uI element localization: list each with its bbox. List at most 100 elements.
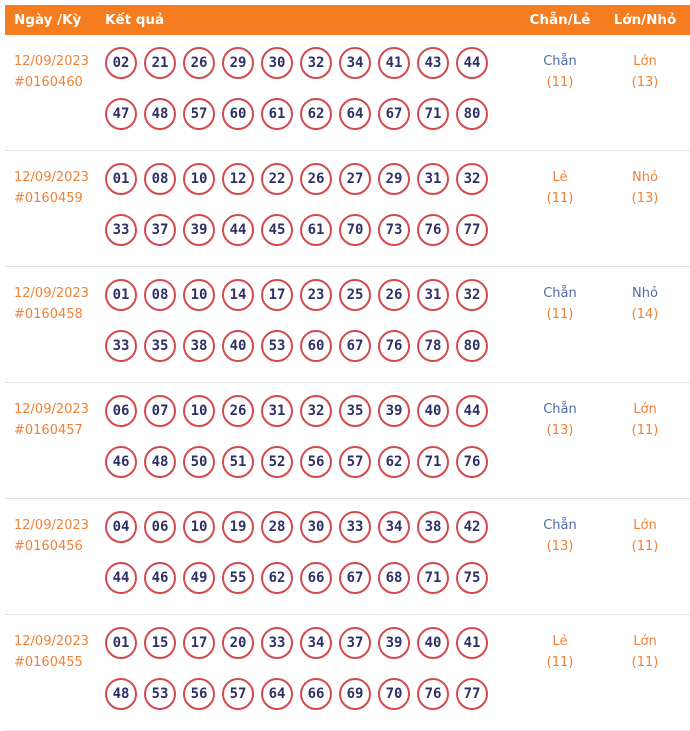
- number-ball: 26: [378, 279, 410, 311]
- number-ball: 57: [222, 678, 254, 710]
- lon-nho-count: (11): [631, 539, 659, 554]
- chan-le-count: (11): [546, 655, 574, 670]
- lon-nho-count: (11): [631, 423, 659, 438]
- header-col-result: Kết quả: [105, 12, 165, 28]
- number-ball: 30: [300, 511, 332, 543]
- number-ball: 76: [417, 214, 449, 246]
- number-ball: 41: [456, 627, 488, 659]
- number-ball: 46: [105, 446, 137, 478]
- number-ball: 27: [339, 163, 371, 195]
- number-ball: 26: [222, 395, 254, 427]
- number-ball: 66: [300, 562, 332, 594]
- number-ball: 69: [339, 678, 371, 710]
- number-ball: 26: [183, 47, 215, 79]
- lon-nho-label: Lớn: [633, 634, 657, 649]
- chan-le-label: Chẵn: [543, 54, 577, 69]
- number-ball: 44: [456, 47, 488, 79]
- number-ball: 80: [456, 98, 488, 130]
- numbers-line-2: 33 35 38 40 53 60 67 76 78 80: [105, 330, 520, 362]
- lon-nho-count: (13): [631, 191, 659, 206]
- number-ball: 38: [183, 330, 215, 362]
- number-ball: 70: [378, 678, 410, 710]
- number-ball: 55: [222, 562, 254, 594]
- numbers-line-1: 01 08 10 14 17 23 25 26 31 32: [105, 279, 520, 311]
- number-ball: 17: [183, 627, 215, 659]
- row-draw-id: #0160458: [14, 307, 83, 322]
- numbers-cell: 06 07 10 26 31 32 35 39 40 44 46 48 50 51 52 56 57 62 71 7…: [105, 383, 520, 498]
- header-col-lon-nho: Lớn/Nhỏ: [613, 12, 677, 28]
- number-ball: 33: [261, 627, 293, 659]
- number-ball: 01: [105, 627, 137, 659]
- number-ball: 14: [222, 279, 254, 311]
- number-ball: 78: [417, 330, 449, 362]
- row-date: 12/09/2023: [14, 518, 89, 533]
- number-ball: 10: [183, 279, 215, 311]
- number-ball: 70: [339, 214, 371, 246]
- number-ball: 53: [261, 330, 293, 362]
- number-ball: 68: [378, 562, 410, 594]
- number-ball: 57: [183, 98, 215, 130]
- number-ball: 28: [261, 511, 293, 543]
- number-ball: 37: [339, 627, 371, 659]
- row-draw-id: #0160460: [14, 75, 83, 90]
- lon-nho-label: Lớn: [633, 54, 657, 69]
- number-ball: 49: [183, 562, 215, 594]
- header-col-date: Ngày /Kỳ: [14, 12, 82, 28]
- number-ball: 25: [339, 279, 371, 311]
- number-ball: 31: [417, 163, 449, 195]
- number-ball: 47: [105, 98, 137, 130]
- row-draw-id: #0160456: [14, 539, 83, 554]
- number-ball: 56: [300, 446, 332, 478]
- lon-nho-label: Nhỏ: [632, 170, 658, 185]
- number-ball: 37: [144, 214, 176, 246]
- table-row: 12/09/2023 #0160458 01 08 10 14 17 23 25 26 31 32…: [5, 267, 690, 383]
- number-ball: 80: [456, 330, 488, 362]
- number-ball: 34: [378, 511, 410, 543]
- number-ball: 62: [300, 98, 332, 130]
- number-ball: 67: [339, 330, 371, 362]
- number-ball: 40: [222, 330, 254, 362]
- row-date: 12/09/2023: [14, 286, 89, 301]
- chan-le-label: Chẵn: [543, 518, 577, 533]
- number-ball: 60: [300, 330, 332, 362]
- lon-nho-cell: Lớn (11): [600, 615, 690, 730]
- number-ball: 32: [300, 395, 332, 427]
- header-row: Ngày /Kỳ Kết quả Chẵn/Lẻ Lớn/Nhỏ: [5, 5, 690, 35]
- number-ball: 38: [417, 511, 449, 543]
- number-ball: 10: [183, 395, 215, 427]
- numbers-line-2: 33 37 39 44 45 61 70 73 76 77: [105, 214, 520, 246]
- chan-le-cell: Chẵn (11): [520, 267, 600, 382]
- number-ball: 61: [300, 214, 332, 246]
- number-ball: 45: [261, 214, 293, 246]
- number-ball: 32: [456, 163, 488, 195]
- date-cell: 12/09/2023 #0160459: [5, 151, 105, 266]
- date-cell: 12/09/2023 #0160455: [5, 615, 105, 730]
- number-ball: 44: [105, 562, 137, 594]
- chan-le-label: Lẻ: [552, 170, 568, 185]
- numbers-line-1: 01 08 10 12 22 26 27 29 31 32: [105, 163, 520, 195]
- chan-le-label: Chẵn: [543, 286, 577, 301]
- lon-nho-cell: Nhỏ (13): [600, 151, 690, 266]
- numbers-line-1: 02 21 26 29 30 32 34 41 43 44: [105, 47, 520, 79]
- number-ball: 10: [183, 511, 215, 543]
- lon-nho-count: (13): [631, 75, 659, 90]
- date-cell: 12/09/2023 #0160458: [5, 267, 105, 382]
- numbers-line-2: 44 46 49 55 62 66 67 68 71 75: [105, 562, 520, 594]
- row-draw-id: #0160457: [14, 423, 83, 438]
- number-ball: 23: [300, 279, 332, 311]
- number-ball: 44: [222, 214, 254, 246]
- numbers-cell: 01 08 10 12 22 26 27 29 31 32 33 37 39 44 45 61 70 73 76 7…: [105, 151, 520, 266]
- numbers-cell: 01 15 17 20 33 34 37 39 40 41 48 53 56 57 64 66 69 70 76 7…: [105, 615, 520, 730]
- row-draw-id: #0160455: [14, 655, 83, 670]
- number-ball: 42: [456, 511, 488, 543]
- number-ball: 76: [378, 330, 410, 362]
- number-ball: 29: [378, 163, 410, 195]
- number-ball: 04: [105, 511, 137, 543]
- number-ball: 08: [144, 163, 176, 195]
- number-ball: 60: [222, 98, 254, 130]
- number-ball: 41: [378, 47, 410, 79]
- number-ball: 64: [261, 678, 293, 710]
- number-ball: 77: [456, 214, 488, 246]
- number-ball: 33: [105, 330, 137, 362]
- numbers-line-2: 48 53 56 57 64 66 69 70 76 77: [105, 678, 520, 710]
